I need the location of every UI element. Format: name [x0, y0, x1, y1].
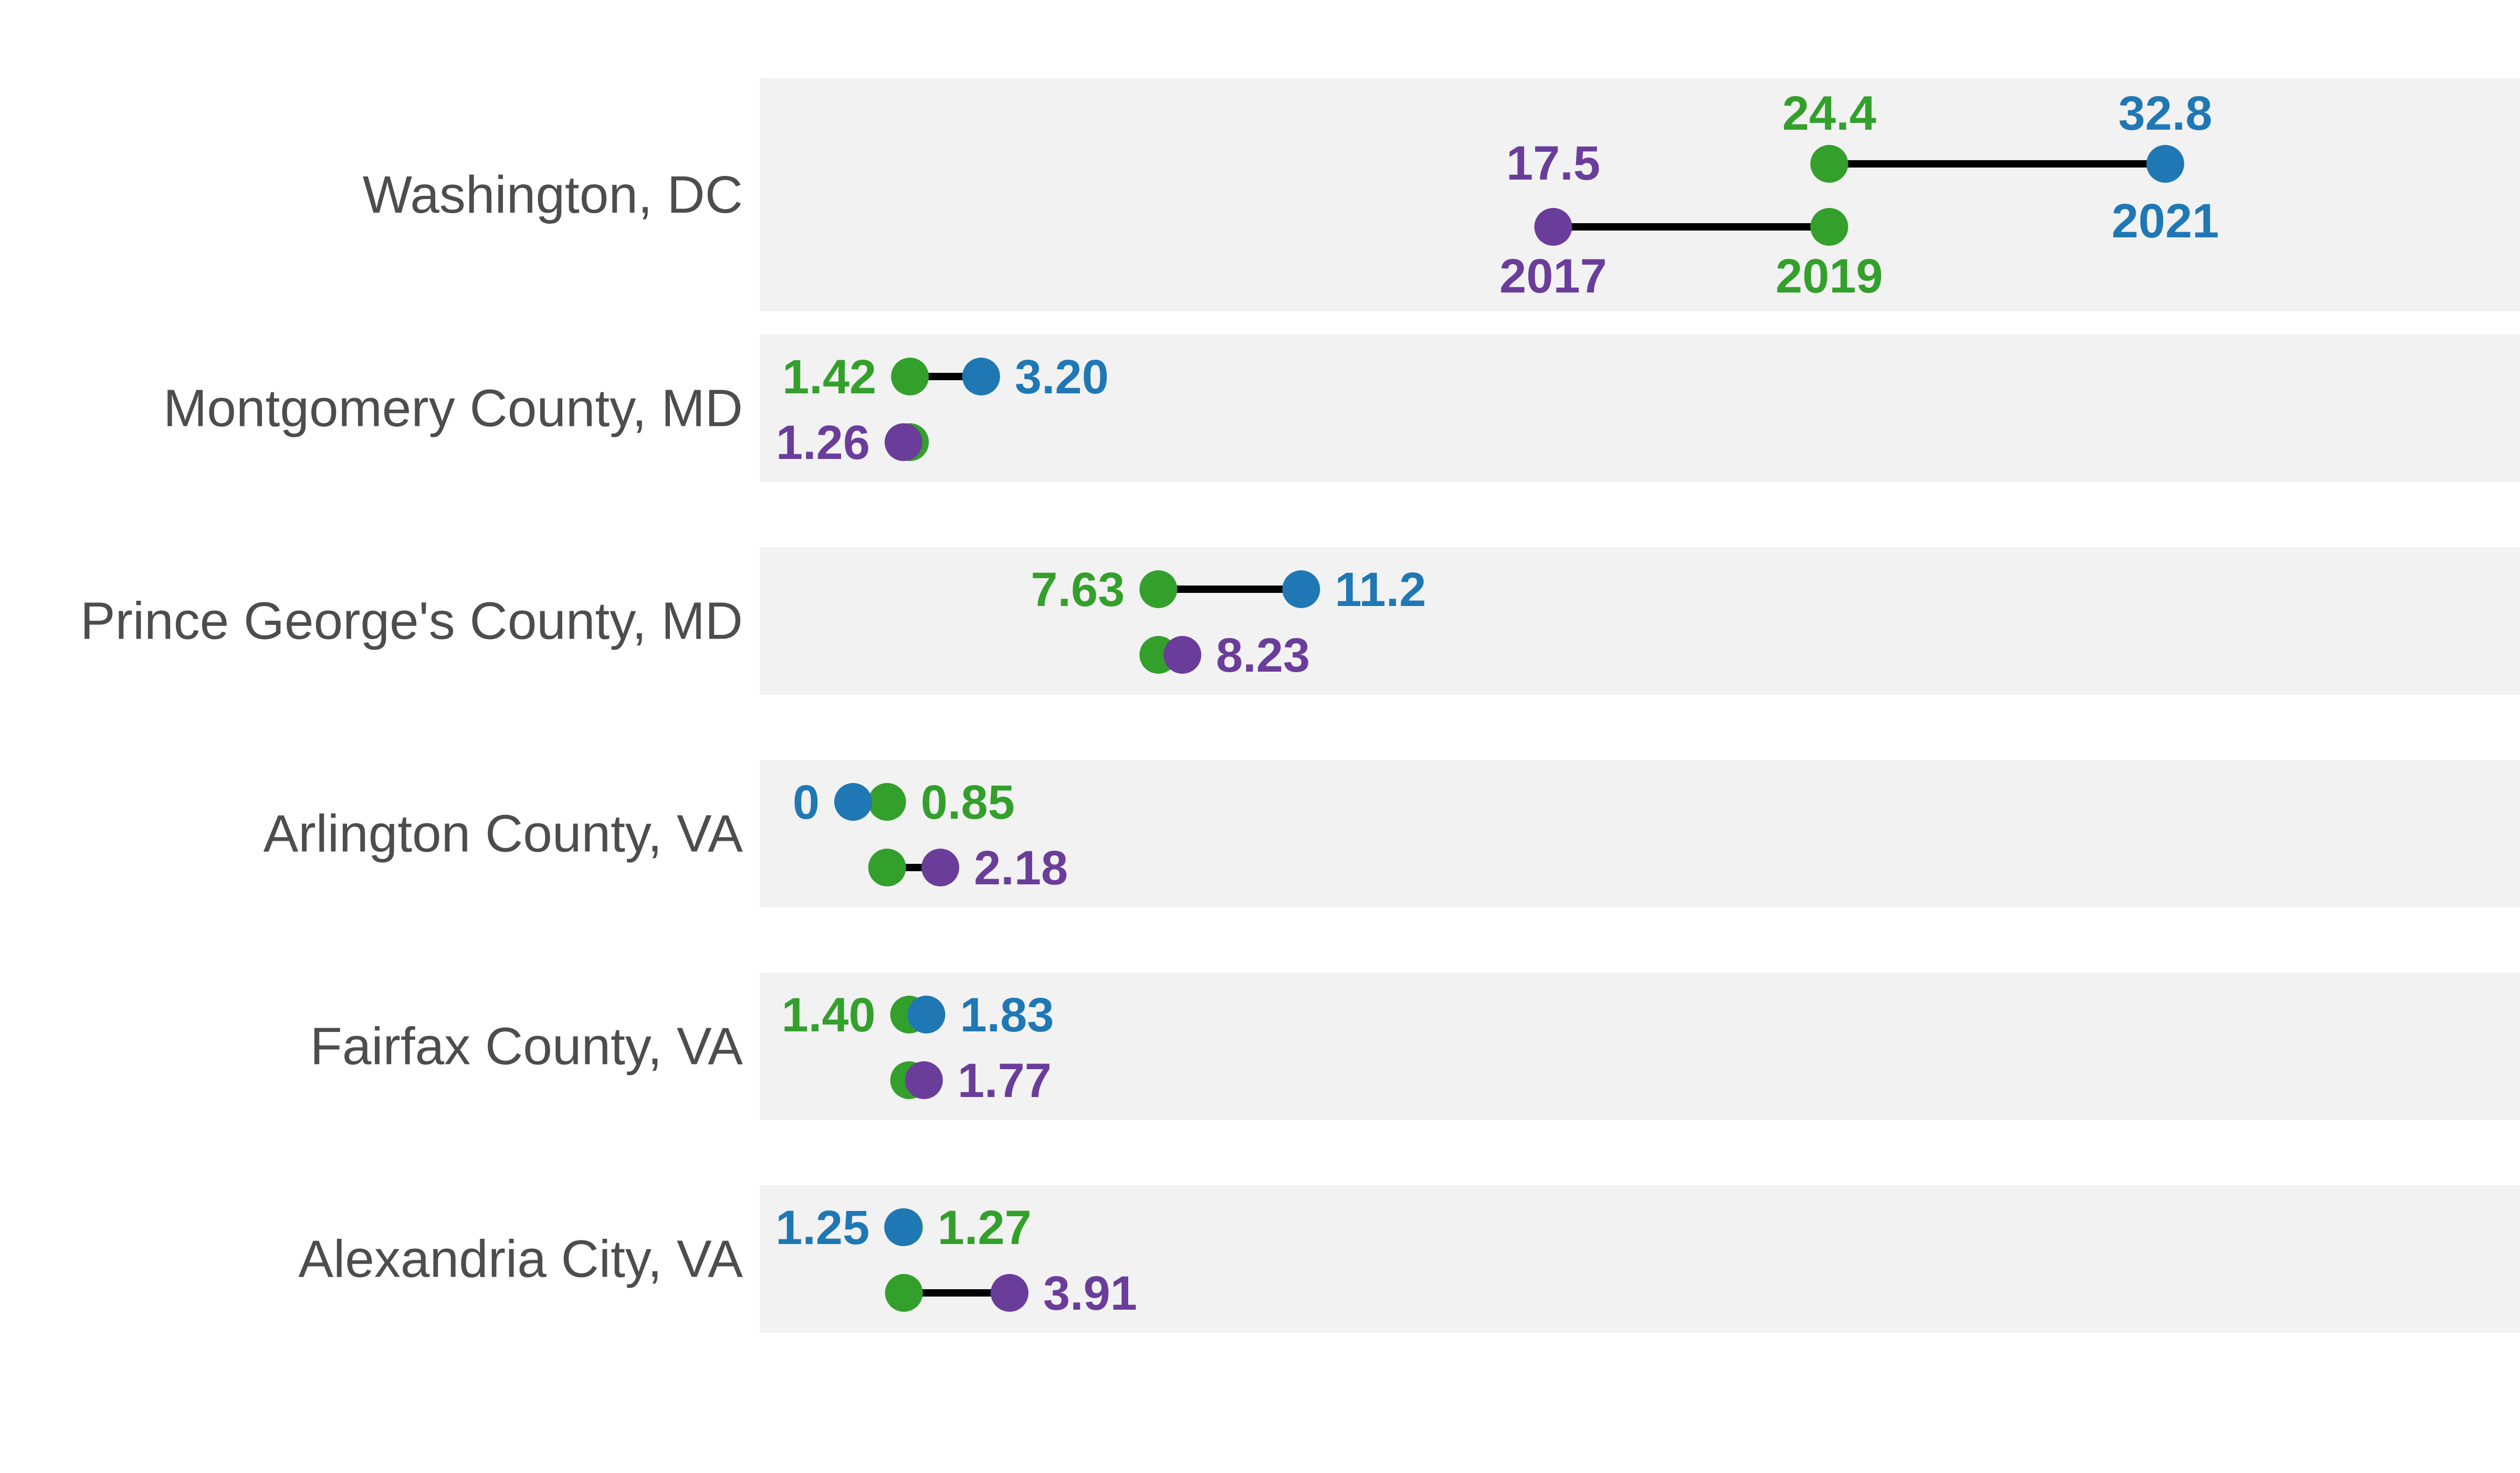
- value-label-2021: 1.83: [960, 988, 1054, 1042]
- value-label-2017: 3.91: [1043, 1267, 1137, 1320]
- value-label-2019: 1.40: [782, 988, 876, 1042]
- value-label-2017: 2.18: [974, 841, 1068, 895]
- row-label: Washington, DC: [363, 165, 743, 224]
- row-label: Arlington County, VA: [264, 805, 743, 863]
- value-label-2019: 0.85: [921, 776, 1015, 829]
- value-label-2017: 17.5: [1506, 137, 1600, 190]
- point-2019-top: [1139, 570, 1178, 608]
- value-label-2017: 1.26: [776, 416, 870, 469]
- point-2019-bottom: [885, 1274, 923, 1312]
- value-label-2019: 1.27: [938, 1201, 1032, 1255]
- value-label-2019: 24.4: [1782, 87, 1876, 140]
- row-panel: [760, 547, 2520, 695]
- row-label: Prince George's County, MD: [80, 592, 743, 651]
- point-2019-bottom: [868, 849, 906, 886]
- point-2019-top: [1810, 145, 1849, 183]
- row-panel: [760, 335, 2520, 482]
- value-labels: 24.4 32.8 17.5 1.42 3.20 1.26 7.63 11.2 8.23 0.85…: [775, 87, 2212, 1320]
- row-panels: [760, 78, 2520, 1333]
- row-panel: [760, 78, 2520, 311]
- value-label-2021: 3.20: [1015, 350, 1109, 404]
- value-label-2017: 8.23: [1216, 629, 1310, 682]
- year-label-2021: 2021: [2112, 194, 2219, 248]
- point-2021: [962, 358, 1000, 395]
- value-label-2017: 1.77: [958, 1054, 1052, 1108]
- row-panel: [760, 1185, 2520, 1333]
- year-label-2017: 2017: [1499, 249, 1607, 303]
- year-label-2019: 2019: [1776, 249, 1883, 303]
- point-2017: [990, 1274, 1028, 1312]
- point-2021: [884, 1208, 922, 1246]
- value-label-2021: 1.25: [775, 1201, 869, 1255]
- value-label-2021: 32.8: [2118, 87, 2212, 140]
- row-label: Alexandria City, VA: [298, 1230, 743, 1289]
- row-label: Montgomery County, MD: [163, 379, 743, 438]
- row-labels: Washington, DC Montgomery County, MD Princ…: [80, 165, 743, 1289]
- value-label-2021: 0: [793, 776, 820, 829]
- point-2021: [1282, 570, 1320, 608]
- point-2019-bottom: [1810, 208, 1849, 246]
- point-2021: [2146, 145, 2185, 183]
- point-2019-top: [868, 783, 906, 821]
- value-label-2019: 1.42: [782, 350, 876, 404]
- point-2017: [1163, 636, 1202, 674]
- point-2017: [885, 423, 923, 461]
- value-label-2019: 7.63: [1031, 563, 1125, 617]
- point-2017: [1534, 208, 1572, 246]
- point-2021: [907, 996, 946, 1033]
- point-2019-top: [891, 358, 929, 395]
- year-labels: 2021 2019 2017: [1499, 194, 2219, 303]
- row-label: Fairfax County, VA: [310, 1017, 743, 1076]
- point-2017: [905, 1061, 943, 1099]
- value-label-2021: 11.2: [1335, 563, 1426, 617]
- connector-lines: [853, 160, 2166, 1297]
- point-2017: [921, 849, 960, 886]
- row-panel: [760, 973, 2520, 1120]
- data-points: [834, 145, 2185, 1312]
- point-2021: [834, 783, 872, 821]
- row-panel: [760, 760, 2520, 907]
